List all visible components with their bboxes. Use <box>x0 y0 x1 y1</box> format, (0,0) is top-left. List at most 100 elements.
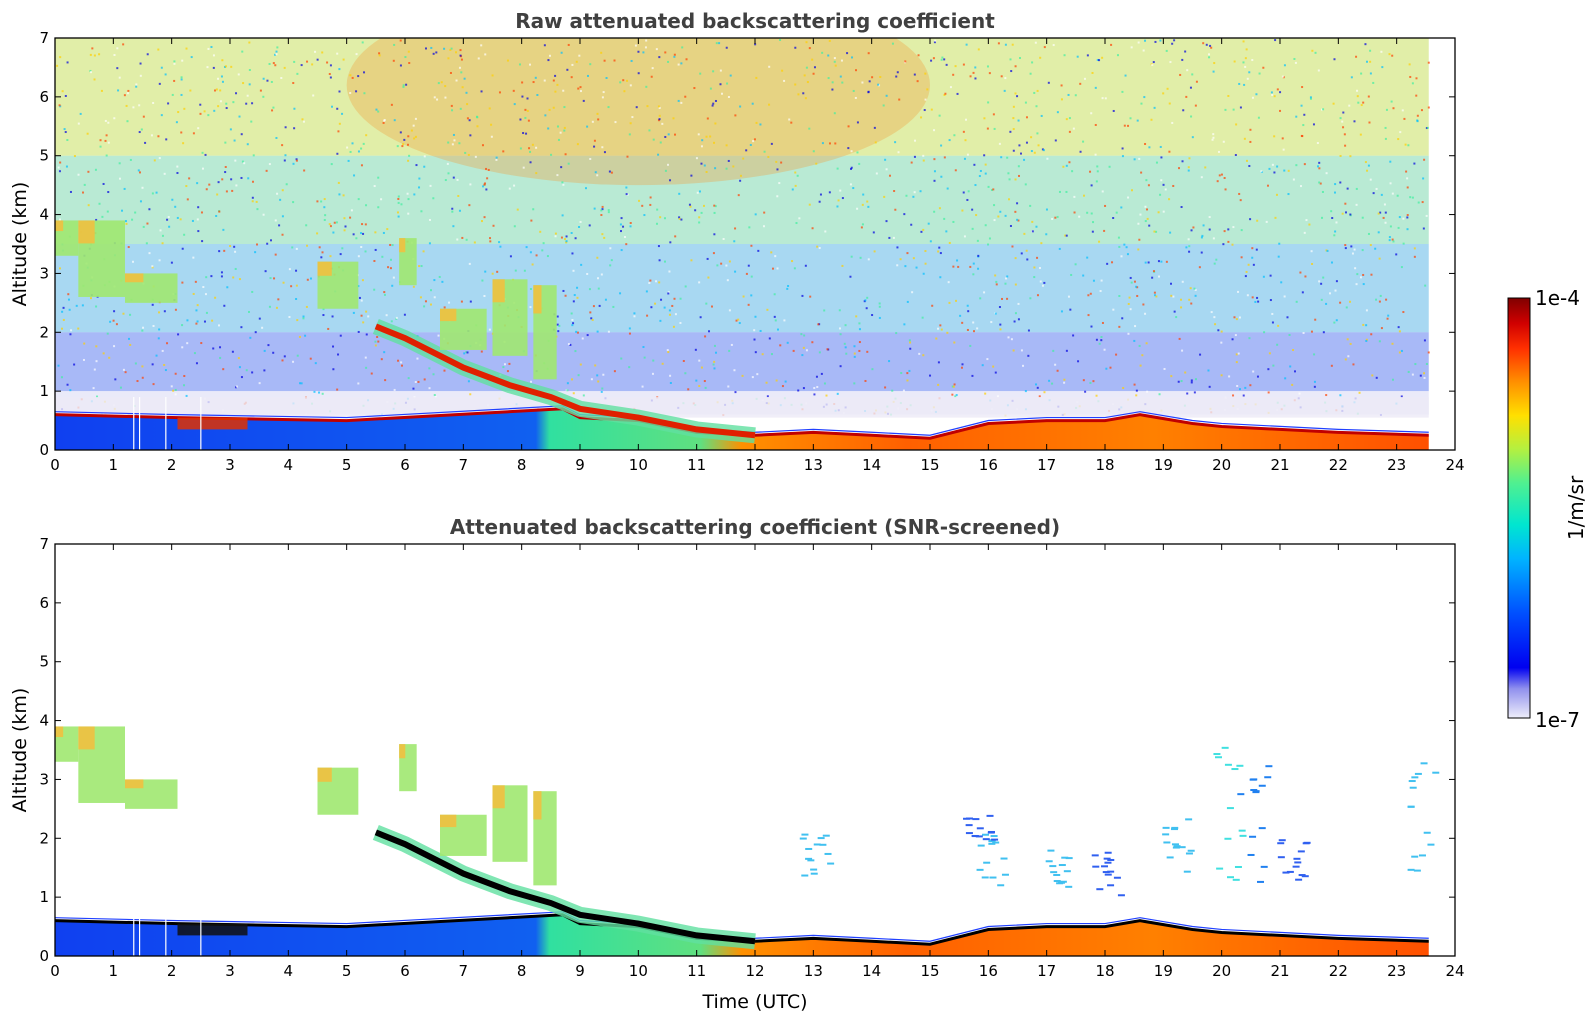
speckle <box>83 342 86 345</box>
speckle <box>1136 286 1139 289</box>
speckle <box>428 242 431 245</box>
speckle <box>1220 330 1223 333</box>
speckle <box>722 237 725 240</box>
speckle <box>716 264 719 267</box>
speckle <box>895 332 898 335</box>
speckle <box>1141 354 1144 357</box>
speckle <box>792 349 795 352</box>
speckle <box>902 389 905 392</box>
speckle <box>734 227 737 230</box>
speckle <box>405 83 408 86</box>
speckle <box>706 117 709 120</box>
speckle <box>573 294 576 297</box>
speckle <box>1063 381 1066 384</box>
speckle <box>905 194 908 197</box>
speckle <box>1136 119 1139 122</box>
speckle <box>432 52 435 55</box>
speckle <box>1087 294 1090 297</box>
speckle <box>1385 298 1388 301</box>
speckle <box>1190 302 1193 305</box>
speckle <box>1071 170 1074 173</box>
speckle <box>1378 340 1381 343</box>
speckle <box>480 350 483 353</box>
speckle <box>1276 88 1279 91</box>
speckle <box>765 381 768 384</box>
speckle <box>566 382 569 385</box>
speckle <box>784 380 787 383</box>
speckle <box>664 51 667 54</box>
speckle <box>700 162 703 165</box>
speckle <box>1384 137 1387 140</box>
cloud-streak <box>1187 849 1195 852</box>
speckle <box>1375 187 1378 190</box>
speckle <box>443 306 446 309</box>
speckle <box>1137 248 1140 251</box>
speckle <box>435 51 438 54</box>
speckle <box>1279 109 1282 112</box>
speckle <box>385 314 388 317</box>
y-tick-label: 4 <box>39 712 49 730</box>
speckle <box>1181 160 1184 163</box>
cloud-streak <box>1162 826 1170 829</box>
speckle <box>463 77 466 80</box>
cloud-streak <box>824 852 832 855</box>
speckle <box>714 167 717 170</box>
speckle <box>811 227 814 230</box>
speckle <box>1164 188 1167 191</box>
speckle <box>593 139 596 142</box>
speckle <box>465 91 468 94</box>
speckle <box>931 304 934 307</box>
speckle <box>1330 210 1333 213</box>
x-tick-label: 13 <box>804 962 823 980</box>
speckle <box>864 379 867 382</box>
speckle <box>1378 257 1381 260</box>
speckle <box>241 50 244 53</box>
speckle <box>73 155 76 158</box>
speckle <box>541 249 544 252</box>
x-tick-label: 4 <box>284 962 294 980</box>
speckle <box>938 207 941 210</box>
speckle <box>1422 177 1425 180</box>
x-tick-label: 22 <box>1329 962 1348 980</box>
speckle <box>607 330 610 333</box>
speckle <box>281 233 284 236</box>
speckle <box>1045 233 1048 236</box>
speckle <box>1380 193 1383 196</box>
speckle <box>374 231 377 234</box>
speckle <box>407 50 410 53</box>
speckle <box>698 359 701 362</box>
speckle <box>1101 321 1104 324</box>
speckle <box>420 265 423 268</box>
speckle <box>998 306 1001 309</box>
speckle <box>1159 39 1162 42</box>
speckle <box>861 203 864 206</box>
speckle <box>468 204 471 207</box>
speckle <box>620 249 623 252</box>
speckle <box>875 172 878 175</box>
speckle <box>77 173 80 176</box>
speckle <box>1287 193 1290 196</box>
speckle <box>1140 102 1143 105</box>
speckle <box>727 95 730 98</box>
speckle <box>241 160 244 163</box>
speckle <box>602 373 605 376</box>
speckle <box>469 134 472 137</box>
speckle <box>365 333 368 336</box>
speckle <box>803 334 806 337</box>
speckle <box>231 350 234 353</box>
speckle <box>1334 183 1337 186</box>
cloud-streak <box>1049 865 1057 868</box>
speckle <box>183 384 186 387</box>
speckle <box>855 315 858 318</box>
speckle <box>625 186 628 189</box>
cloud-streak <box>1293 857 1301 860</box>
speckle <box>962 63 965 66</box>
speckle <box>667 292 670 295</box>
speckle <box>1034 41 1037 44</box>
speckle <box>535 172 538 175</box>
speckle <box>360 147 363 150</box>
speckle <box>83 183 86 186</box>
speckle <box>1079 150 1082 153</box>
speckle <box>972 330 975 333</box>
speckle <box>955 299 958 302</box>
